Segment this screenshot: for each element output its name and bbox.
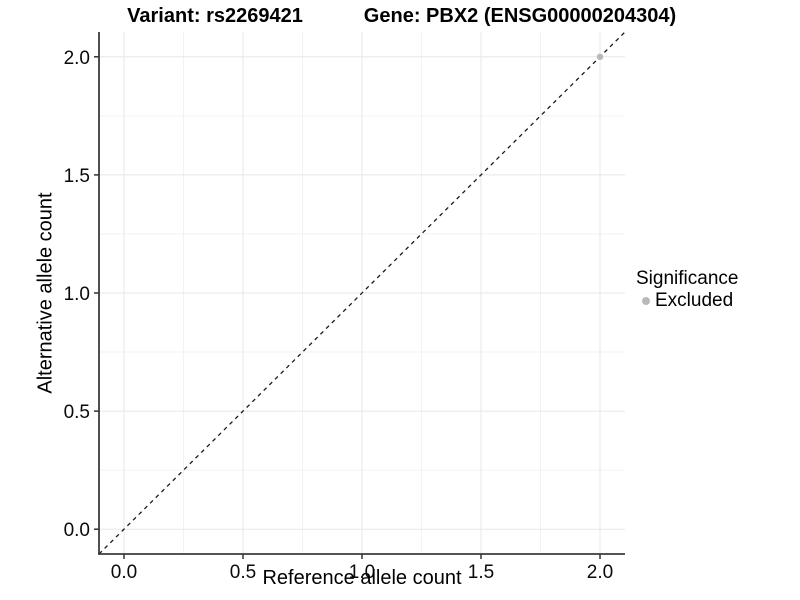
identity-dashed-line [98, 31, 626, 555]
x-axis-title: Reference allele count [262, 567, 462, 589]
x-tick-label: 2.0 [587, 562, 613, 583]
x-tick-label: 1.5 [468, 562, 494, 583]
x-tick-label: 0.0 [111, 562, 137, 583]
y-tick-label: 0.5 [64, 402, 90, 423]
legend-title: Significance [636, 268, 739, 289]
y-tick-label: 0.0 [64, 520, 90, 541]
legend-key-dot-icon [642, 297, 650, 305]
y-axis-title: Alternative allele count [34, 192, 57, 394]
x-tick-label: 0.5 [230, 562, 256, 583]
y-tick-label: 2.0 [64, 48, 90, 69]
legend-item-label: Excluded [655, 290, 734, 311]
y-tick-label: 1.0 [64, 284, 90, 305]
variant-title: Variant: rs2269421 [127, 5, 303, 27]
legend-item-excluded: Excluded [636, 291, 738, 311]
data-point [596, 53, 604, 61]
x-tick-label: 1.0 [349, 562, 375, 583]
gene-title: Gene: PBX2 (ENSG00000204304) [363, 5, 677, 27]
y-tick-label: 1.5 [64, 166, 90, 187]
legend: Significance Excluded [636, 268, 738, 311]
